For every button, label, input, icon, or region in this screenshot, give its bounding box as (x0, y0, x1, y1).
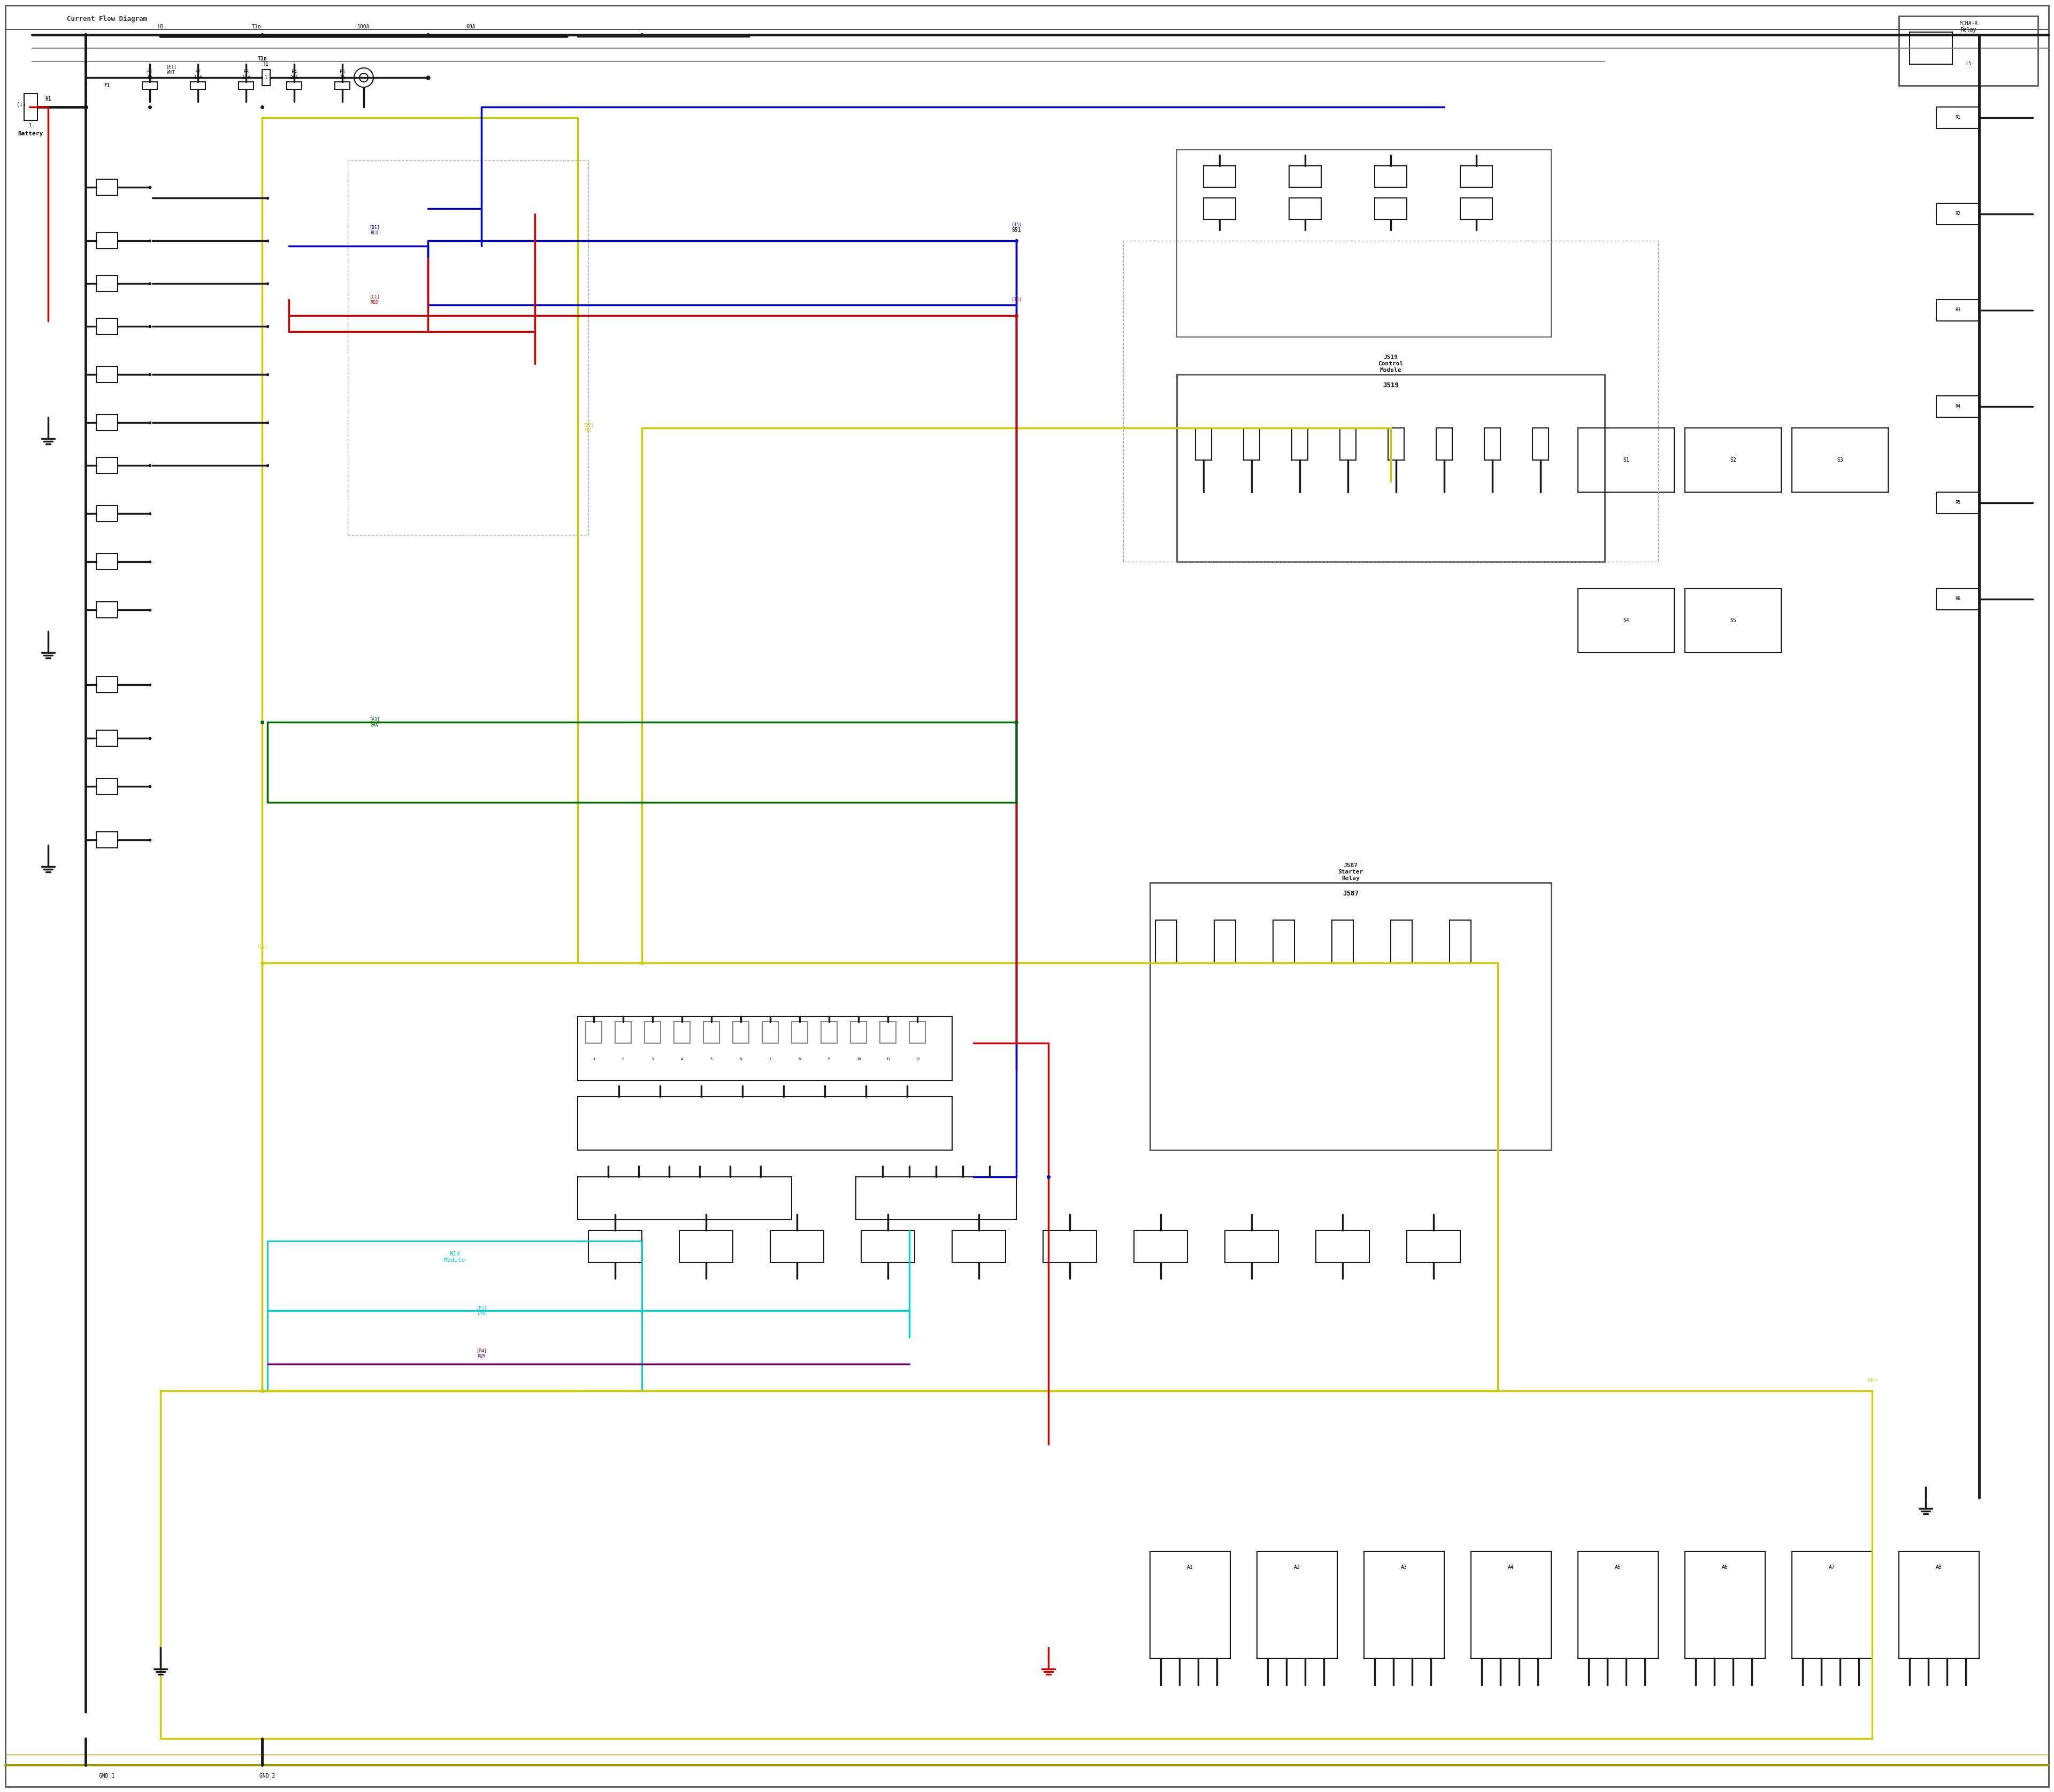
Bar (1214, 919, 1237, 962)
Bar (1577, 1552, 1658, 1658)
Text: [F5]
CYN: [F5] CYN (477, 1305, 487, 1315)
Bar (953, 1231, 1006, 1262)
Bar (97, 179, 117, 195)
Text: S1: S1 (1623, 457, 1629, 462)
Text: H1: H1 (158, 23, 164, 29)
Bar (1436, 428, 1452, 461)
Text: A7: A7 (1828, 1564, 1834, 1570)
Text: [A3]
GRN: [A3] GRN (370, 717, 380, 728)
Bar (1791, 1552, 1871, 1658)
Bar (97, 319, 117, 335)
Bar (702, 1021, 719, 1043)
Bar (1532, 428, 1549, 461)
Bar (1195, 428, 1212, 461)
Bar (1791, 428, 1888, 493)
Text: F2
10A: F2 10A (193, 70, 201, 81)
Bar (1204, 197, 1237, 219)
Text: S4: S4 (1623, 618, 1629, 624)
Text: 7: 7 (768, 1057, 772, 1061)
Bar (577, 1177, 791, 1220)
Text: 12: 12 (916, 1057, 920, 1061)
Text: S3: S3 (1836, 457, 1842, 462)
Text: R3: R3 (1955, 308, 1960, 312)
Text: A6: A6 (1721, 1564, 1727, 1570)
Text: A4: A4 (1508, 1564, 1514, 1570)
Bar (1290, 197, 1321, 219)
Bar (1471, 1552, 1551, 1658)
Bar (97, 457, 117, 473)
Text: GND 2: GND 2 (259, 1774, 275, 1779)
Bar (577, 1097, 953, 1150)
Bar (142, 82, 158, 90)
Bar (1273, 919, 1294, 962)
Bar (680, 1231, 733, 1262)
Bar (1684, 588, 1781, 652)
Bar (857, 1177, 1017, 1220)
Bar (822, 1021, 838, 1043)
Text: F3
15A: F3 15A (242, 70, 251, 81)
Bar (1150, 883, 1551, 1150)
Text: J587: J587 (1343, 891, 1358, 896)
Bar (1154, 919, 1177, 962)
Text: 6: 6 (739, 1057, 741, 1061)
Text: T1n: T1n (257, 56, 267, 61)
Bar (97, 602, 117, 618)
Text: [D2]
YEL: [D2] YEL (583, 423, 594, 434)
Bar (1937, 108, 1980, 129)
Text: 3: 3 (651, 1057, 653, 1061)
Bar (97, 729, 117, 745)
Bar (97, 554, 117, 570)
Text: (44): (44) (1867, 1378, 1877, 1382)
Bar (1407, 1231, 1460, 1262)
Bar (1485, 428, 1499, 461)
Bar (97, 414, 117, 430)
Bar (861, 1231, 914, 1262)
Text: 1: 1 (265, 75, 267, 81)
Bar (267, 1242, 641, 1391)
Bar (1317, 1231, 1370, 1262)
Bar (1577, 588, 1674, 652)
Bar (1177, 375, 1604, 561)
Bar (910, 1021, 926, 1043)
Text: L5: L5 (1966, 61, 1972, 66)
Bar (335, 82, 349, 90)
Bar (1124, 240, 1658, 561)
Bar (1460, 167, 1493, 186)
Bar (1243, 428, 1259, 461)
Text: 5: 5 (711, 1057, 713, 1061)
Bar (850, 1021, 867, 1043)
Bar (1898, 16, 2038, 86)
Text: (35): (35) (1011, 222, 1021, 228)
Bar (674, 1021, 690, 1043)
Text: F5
5A: F5 5A (339, 70, 345, 81)
Text: S5: S5 (1729, 618, 1736, 624)
Text: R6: R6 (1955, 597, 1960, 602)
Bar (347, 161, 587, 536)
Text: GND 1: GND 1 (99, 1774, 115, 1779)
Text: [B1]
BLU: [B1] BLU (370, 224, 380, 235)
Bar (585, 1021, 602, 1043)
Text: R5: R5 (1955, 500, 1960, 505)
Text: FCHA-R
Relay: FCHA-R Relay (1960, 22, 1978, 32)
Text: S2: S2 (1729, 457, 1736, 462)
Bar (1910, 32, 1953, 65)
Bar (1290, 167, 1321, 186)
Text: F1
5A: F1 5A (148, 70, 152, 81)
Bar (1257, 1552, 1337, 1658)
Bar (1177, 151, 1551, 337)
Bar (97, 677, 117, 694)
Text: Current Flow Diagram: Current Flow Diagram (68, 14, 148, 22)
Text: 11: 11 (885, 1057, 889, 1061)
Bar (577, 1016, 953, 1081)
Bar (1577, 428, 1674, 493)
Bar (587, 1231, 641, 1262)
Bar (97, 778, 117, 794)
Bar (1898, 1552, 1980, 1658)
Bar (1224, 1231, 1278, 1262)
Bar (1684, 1552, 1764, 1658)
Text: Battery: Battery (18, 131, 43, 136)
Bar (1292, 428, 1308, 461)
Text: R1: R1 (1955, 115, 1960, 120)
Bar (191, 82, 205, 90)
Bar (1684, 428, 1781, 493)
